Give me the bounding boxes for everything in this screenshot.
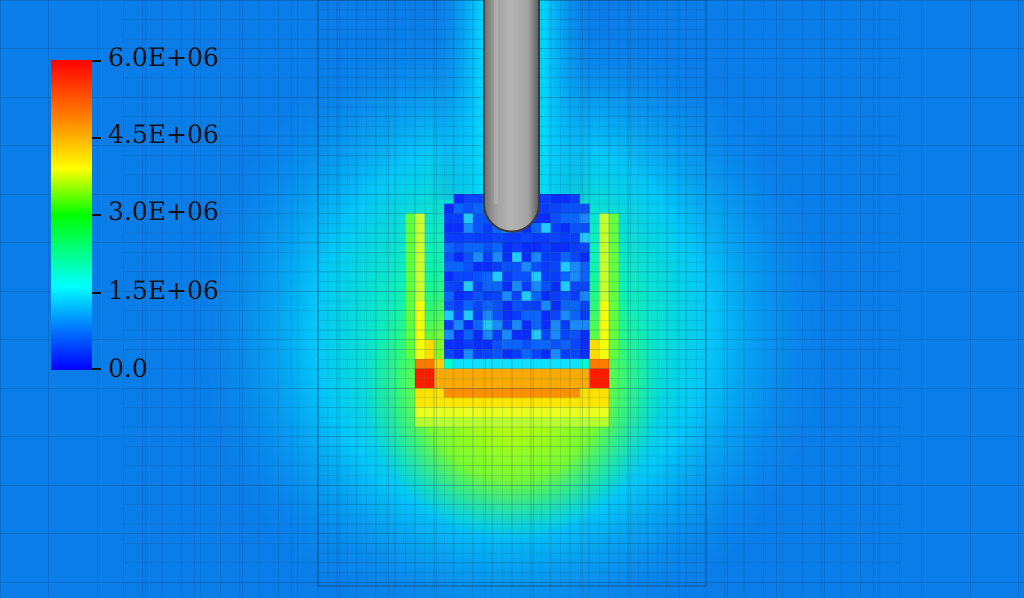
colorbar-ticks xyxy=(92,60,101,370)
refinement-boundary xyxy=(317,0,707,587)
colorbar-label-min: 0.0 xyxy=(108,354,148,383)
colorbar-label-lower: 1.5E+06 xyxy=(108,276,219,305)
colorbar-label-max: 6.0E+06 xyxy=(108,43,219,72)
colorbar-label-mid: 3.0E+06 xyxy=(108,197,219,226)
colorbar-label-upper: 4.5E+06 xyxy=(108,120,219,149)
colorbar xyxy=(51,60,92,370)
cylindrical-probe-icon[interactable] xyxy=(483,0,540,233)
